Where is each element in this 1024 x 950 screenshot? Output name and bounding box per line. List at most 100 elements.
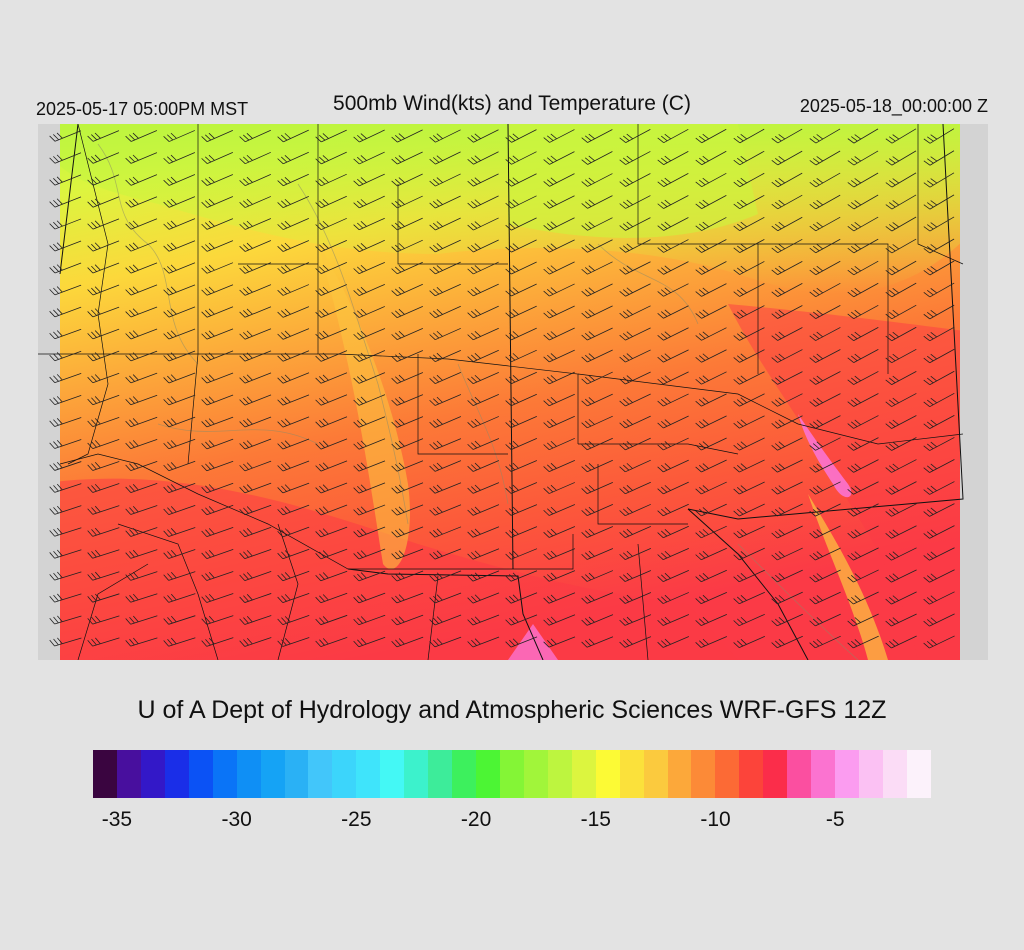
wind-barb (657, 525, 689, 539)
wind-barb (49, 505, 82, 515)
wind-barb (391, 438, 424, 450)
wind-barb (885, 304, 917, 320)
wind-barb (581, 437, 613, 451)
valid-time-local: 2025-05-17 05:00PM MST (36, 99, 249, 119)
wind-barb (581, 239, 613, 253)
wind-barb (619, 371, 651, 385)
colorbar-swatch (260, 750, 285, 798)
wind-barb (923, 260, 955, 276)
wind-barb (657, 261, 689, 275)
wind-barb (885, 635, 917, 649)
wind-barb (695, 459, 727, 473)
wind-barb (201, 394, 234, 406)
wind-barb (391, 328, 423, 340)
wind-barb (239, 218, 272, 230)
wind-barb (733, 613, 765, 627)
wind-barb (391, 460, 424, 472)
colorbar-swatch (140, 750, 165, 798)
wind-barb (277, 438, 310, 450)
wind-barb (391, 416, 424, 428)
wind-barb (315, 151, 347, 165)
wind-barb (581, 481, 613, 495)
wind-barb (239, 174, 271, 186)
wind-barb (581, 636, 614, 648)
wind-barb (695, 261, 727, 275)
wind-barb (771, 393, 803, 407)
wind-barb (885, 128, 917, 144)
wind-barb (125, 218, 158, 230)
wind-barb (885, 459, 917, 473)
wind-barb (353, 173, 385, 187)
map-canvas (38, 124, 988, 660)
wind-barb (163, 549, 196, 559)
wind-barb (809, 393, 841, 407)
wind-barb (315, 129, 347, 143)
wind-barb (809, 305, 841, 319)
wind-barb (315, 217, 347, 231)
wind-barb (391, 261, 423, 275)
wind-barb (277, 526, 310, 538)
wind-barb (163, 350, 196, 362)
colorbar-swatch (380, 750, 405, 798)
wind-barb (87, 615, 120, 625)
wind-barb (543, 195, 575, 209)
colorbar-swatch (93, 750, 117, 798)
wind-barb (581, 151, 613, 165)
wind-barb (771, 261, 803, 275)
wind-barb (847, 569, 879, 583)
wind-barb (619, 327, 651, 341)
wind-barb (923, 503, 955, 517)
colorbar-tick-label: -10 (700, 808, 731, 831)
wind-barb (771, 327, 803, 341)
wind-barb (125, 152, 158, 164)
wind-barb (847, 459, 879, 473)
wind-barb (429, 504, 462, 516)
wind-barb (847, 547, 879, 561)
wind-barb (847, 326, 879, 342)
wind-barb (771, 503, 803, 517)
wind-barb (163, 438, 196, 450)
wind-barb (505, 393, 537, 407)
wind-barb (49, 461, 82, 471)
wind-barb (49, 372, 82, 384)
wind-barb (733, 437, 765, 451)
wind-barb (277, 592, 310, 604)
wind-barb (543, 482, 576, 494)
wind-barb (239, 637, 272, 647)
wind-barb (391, 129, 423, 143)
wind-barb (619, 393, 651, 407)
wind-barb (657, 128, 689, 144)
wind-barb (239, 350, 272, 362)
wind-barb (125, 306, 158, 318)
wind-barb (125, 438, 158, 450)
wind-barb (391, 350, 424, 362)
wind-barb (885, 282, 917, 298)
wind-barb (771, 349, 803, 363)
wind-barb (429, 548, 462, 560)
colorbar-swatch (643, 750, 668, 798)
wind-barb (771, 194, 803, 210)
wind-barb (885, 216, 917, 232)
wind-barb (581, 261, 613, 275)
wind-barb (733, 261, 765, 275)
wind-barb (885, 371, 917, 385)
wind-barb (847, 503, 879, 517)
colorbar-swatch (595, 750, 620, 798)
wind-barb (771, 305, 803, 319)
colorbar-swatch (835, 750, 859, 798)
colorbar-tick-label: -20 (460, 808, 492, 831)
wind-barb (923, 569, 955, 583)
wind-barb (49, 395, 82, 405)
wind-barb (847, 194, 879, 210)
wind-barb (277, 328, 310, 340)
wind-barb (619, 636, 652, 648)
wind-barb (353, 482, 386, 494)
wind-barb (239, 328, 272, 340)
wind-barb (87, 218, 120, 230)
wind-barb (201, 526, 234, 538)
wind-barb (581, 415, 613, 429)
wind-barb (885, 591, 917, 605)
wind-barb (543, 614, 576, 626)
colorbar-swatch (164, 750, 189, 798)
wind-barb (543, 261, 575, 275)
